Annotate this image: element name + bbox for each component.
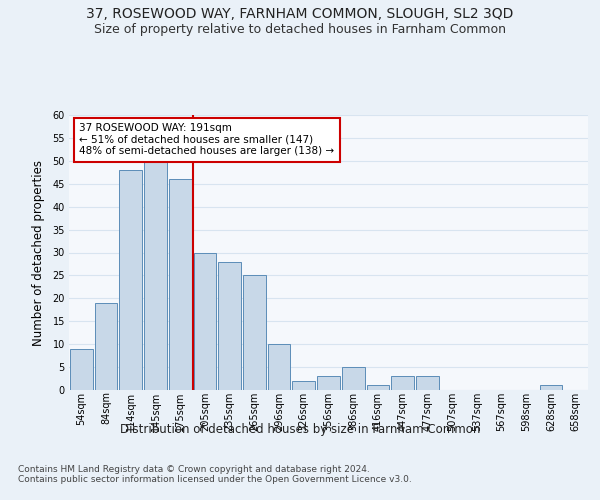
Bar: [342, 367, 365, 390]
Bar: [317, 376, 340, 390]
Bar: [539, 386, 562, 390]
Bar: [243, 276, 266, 390]
Text: 37 ROSEWOOD WAY: 191sqm
← 51% of detached houses are smaller (147)
48% of semi-d: 37 ROSEWOOD WAY: 191sqm ← 51% of detache…: [79, 123, 335, 156]
Text: Contains HM Land Registry data © Crown copyright and database right 2024.
Contai: Contains HM Land Registry data © Crown c…: [18, 465, 412, 484]
Text: Distribution of detached houses by size in Farnham Common: Distribution of detached houses by size …: [120, 422, 480, 436]
Bar: [144, 161, 167, 390]
Bar: [169, 179, 191, 390]
Bar: [194, 252, 216, 390]
Bar: [218, 262, 241, 390]
Bar: [416, 376, 439, 390]
Bar: [119, 170, 142, 390]
Y-axis label: Number of detached properties: Number of detached properties: [32, 160, 46, 346]
Bar: [391, 376, 414, 390]
Text: 37, ROSEWOOD WAY, FARNHAM COMMON, SLOUGH, SL2 3QD: 37, ROSEWOOD WAY, FARNHAM COMMON, SLOUGH…: [86, 8, 514, 22]
Bar: [292, 381, 315, 390]
Text: Size of property relative to detached houses in Farnham Common: Size of property relative to detached ho…: [94, 22, 506, 36]
Bar: [367, 386, 389, 390]
Bar: [268, 344, 290, 390]
Bar: [95, 303, 118, 390]
Bar: [70, 349, 93, 390]
